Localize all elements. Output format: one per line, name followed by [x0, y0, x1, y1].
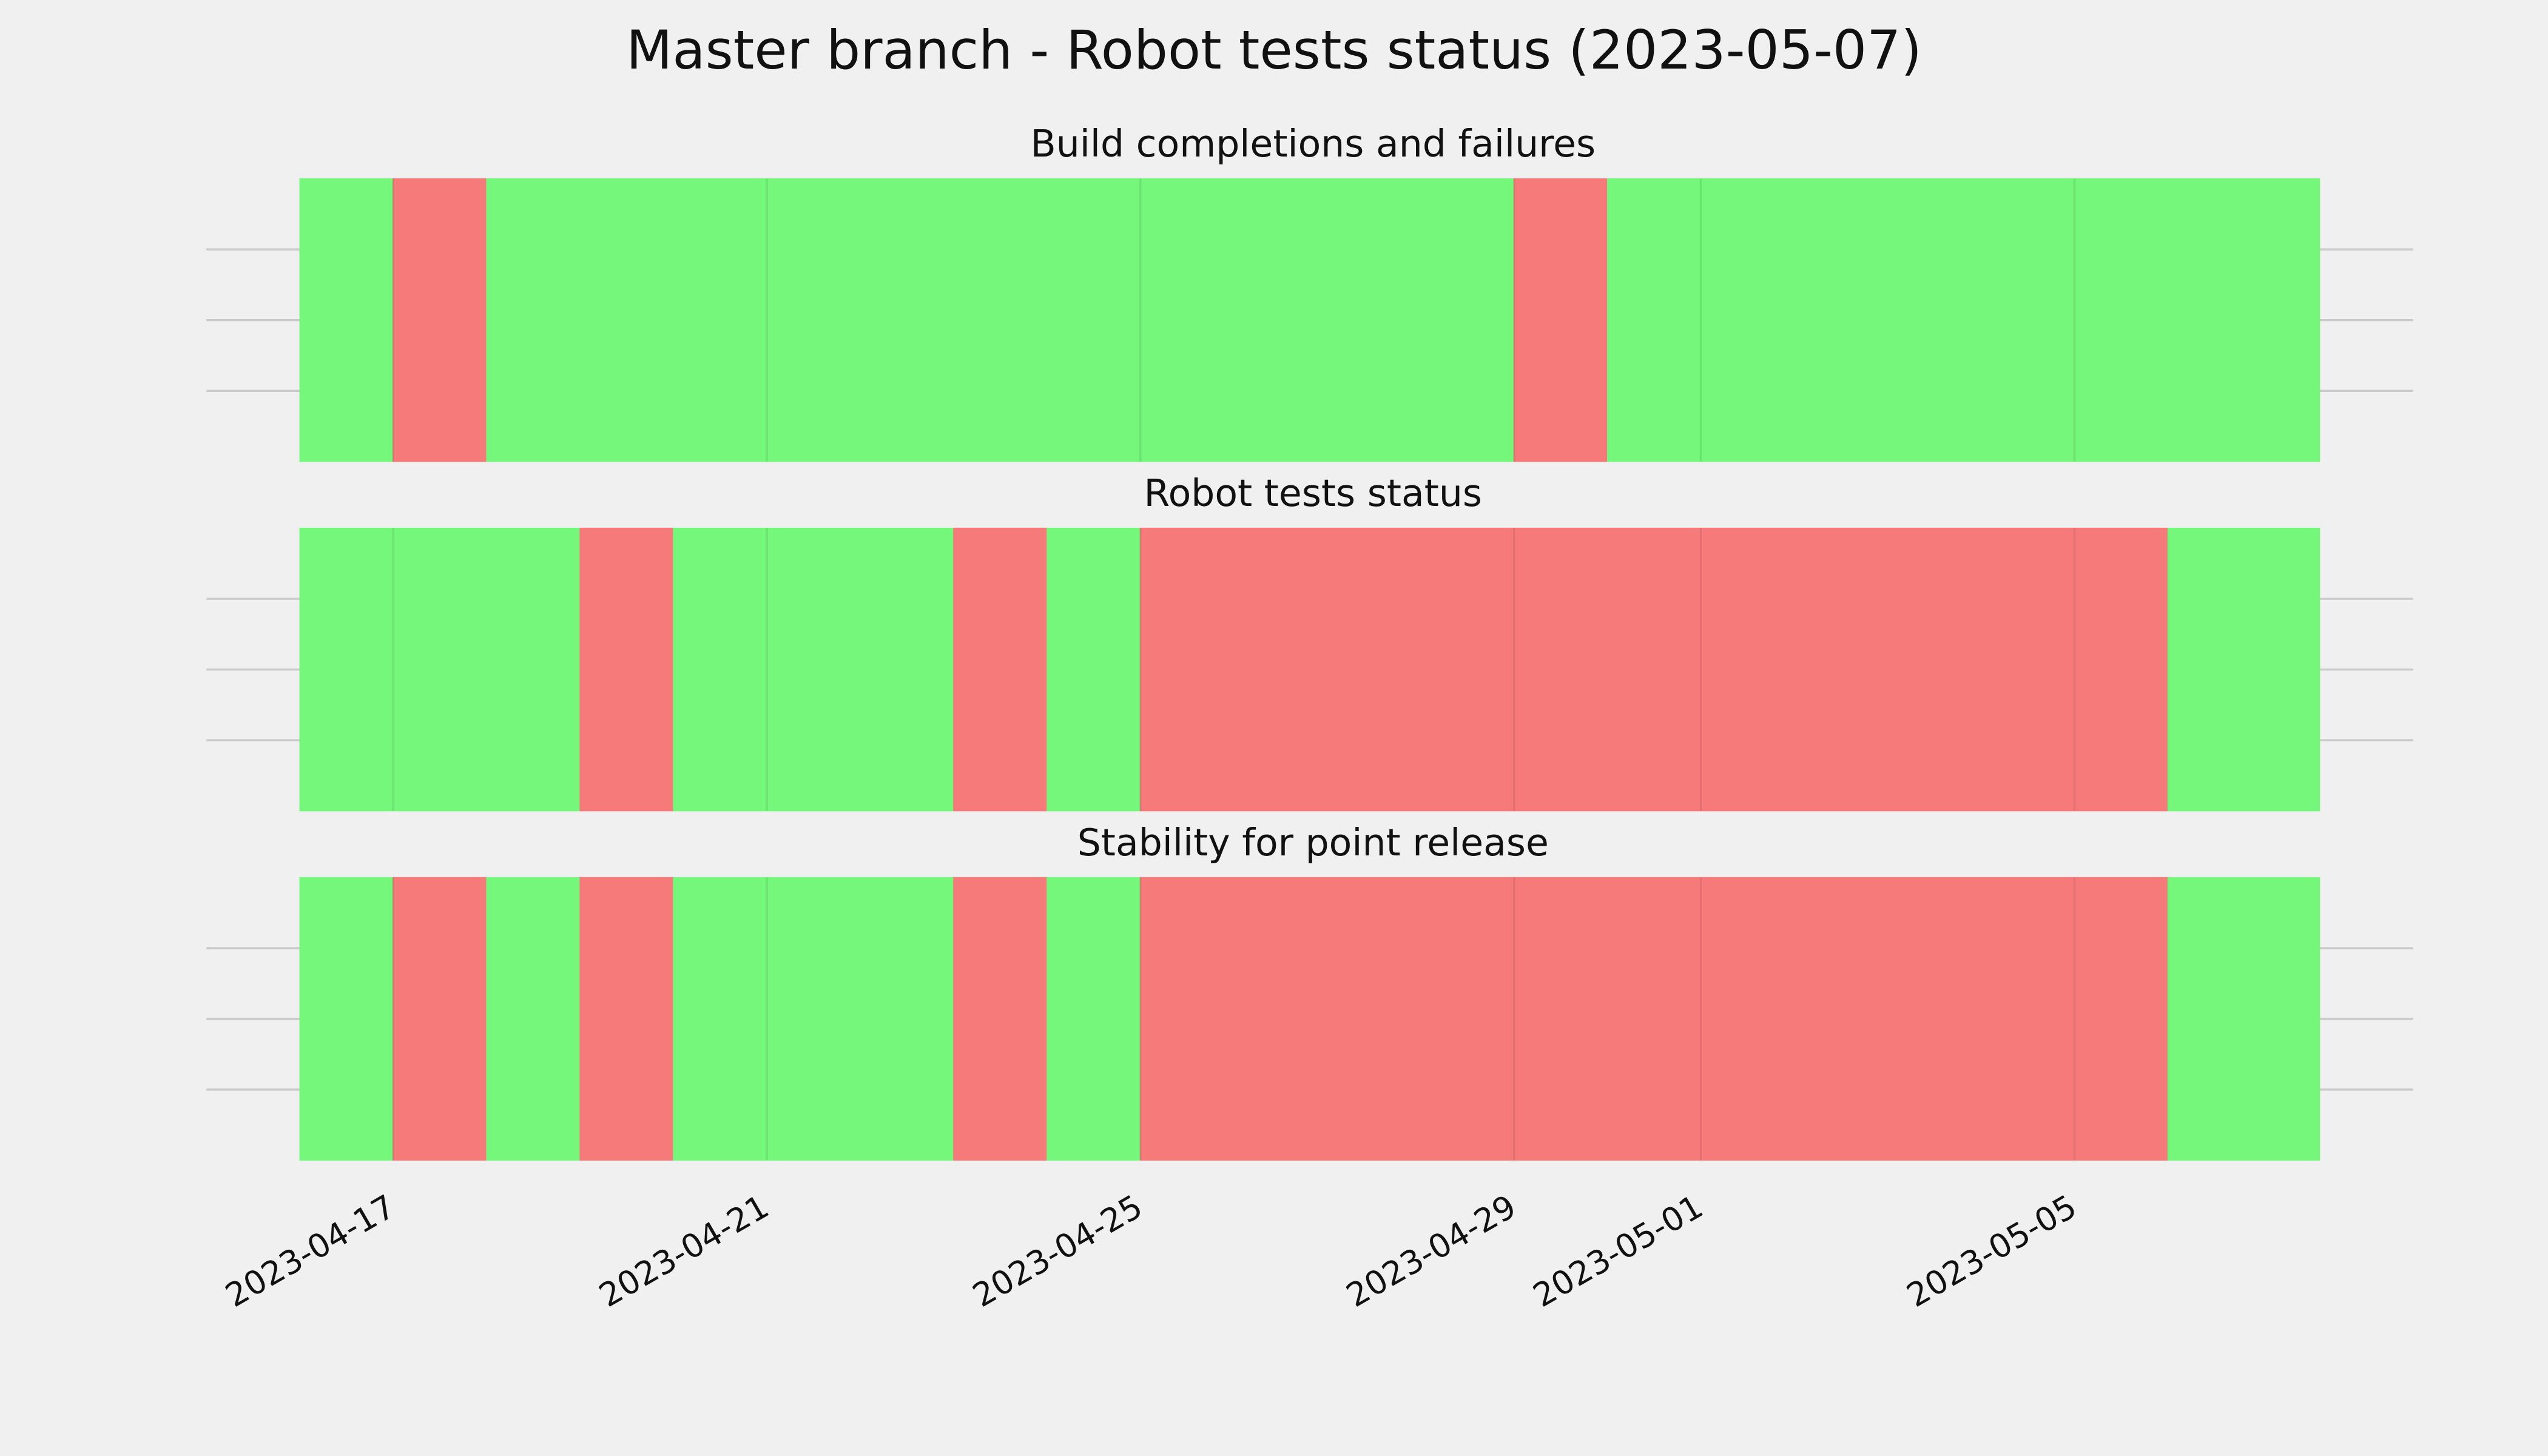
- status-span: [673, 877, 954, 1161]
- status-span: [579, 877, 674, 1161]
- status-span: [1140, 877, 2169, 1161]
- status-span: [1514, 178, 1608, 462]
- status-span: [1607, 178, 2320, 462]
- status-span: [299, 877, 394, 1161]
- subplot-title: Stability for point release: [1077, 821, 1549, 864]
- status-span: [299, 527, 581, 812]
- status-span: [299, 178, 394, 462]
- status-span: [486, 877, 581, 1161]
- status-span: [579, 527, 674, 812]
- status-span: [1046, 527, 1141, 812]
- status-span: [393, 877, 487, 1161]
- status-span: [1140, 527, 2169, 812]
- subplot-title: Build completions and failures: [1030, 122, 1596, 166]
- status-span: [486, 178, 1515, 462]
- status-span: [953, 877, 1048, 1161]
- status-span: [393, 178, 487, 462]
- status-span: [953, 527, 1048, 812]
- chart-title: Master branch - Robot tests status (2023…: [626, 19, 1922, 81]
- status-span: [673, 527, 954, 812]
- subplot-title: Robot tests status: [1144, 471, 1482, 515]
- status-span: [2167, 527, 2320, 812]
- status-span: [2167, 877, 2320, 1161]
- status-span: [1046, 877, 1141, 1161]
